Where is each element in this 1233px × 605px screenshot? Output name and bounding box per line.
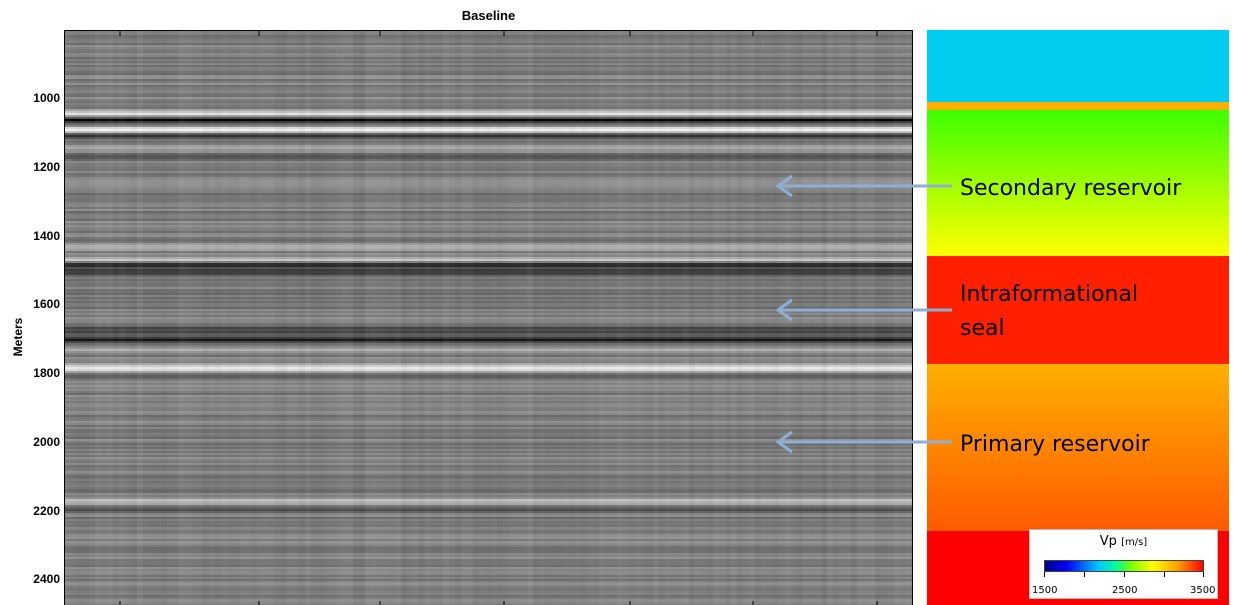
chart-title: Baseline bbox=[461, 8, 516, 23]
colorbar-tick-3500: 3500 bbox=[1190, 585, 1216, 596]
colorbar-title: Vp [m/s] bbox=[1030, 534, 1217, 549]
y-tick-1800: 1800 bbox=[33, 366, 60, 380]
colorbar-tick-mark bbox=[1164, 572, 1165, 577]
y-tick-1200: 1200 bbox=[33, 160, 60, 174]
seismic-image bbox=[65, 31, 912, 605]
annotation-secondary-reservoir: Secondary reservoir bbox=[960, 176, 1182, 201]
colorbar-label: Vp bbox=[1099, 534, 1117, 549]
model-layer-primary-reservoir bbox=[927, 364, 1229, 531]
y-tick-2000: 2000 bbox=[33, 435, 60, 449]
colorbar-unit: [m/s] bbox=[1121, 537, 1148, 548]
model-layer-water bbox=[927, 30, 1229, 102]
seismic-section bbox=[64, 30, 913, 605]
model-layer-secondary-reservoir bbox=[927, 110, 1229, 256]
colorbar-gradient bbox=[1044, 560, 1204, 572]
annotation-intraformational-line1: Intraformational bbox=[960, 282, 1139, 307]
colorbar-tick-1500: 1500 bbox=[1032, 585, 1058, 596]
colorbar-tick-mark bbox=[1044, 572, 1045, 577]
y-tick-2200: 2200 bbox=[33, 504, 60, 518]
y-tick-1400: 1400 bbox=[33, 229, 60, 243]
colorbar-tick-mark bbox=[1203, 572, 1204, 577]
colorbar-tick-mark bbox=[1124, 572, 1125, 577]
colorbar-tick-2500: 2500 bbox=[1112, 585, 1138, 596]
y-axis-label: Meters bbox=[11, 317, 25, 357]
y-tick-1000: 1000 bbox=[33, 91, 60, 105]
y-tick-1600: 1600 bbox=[33, 297, 60, 311]
colorbar-tick-mark bbox=[1084, 572, 1085, 577]
annotation-primary-reservoir: Primary reservoir bbox=[960, 432, 1150, 457]
model-layer-seal bbox=[927, 256, 1229, 364]
colorbar-legend: Vp [m/s] 1500 2500 3500 bbox=[1029, 529, 1218, 599]
model-layer-thin bbox=[927, 102, 1229, 110]
y-tick-2400: 2400 bbox=[33, 572, 60, 586]
annotation-intraformational-line2: seal bbox=[960, 316, 1005, 341]
